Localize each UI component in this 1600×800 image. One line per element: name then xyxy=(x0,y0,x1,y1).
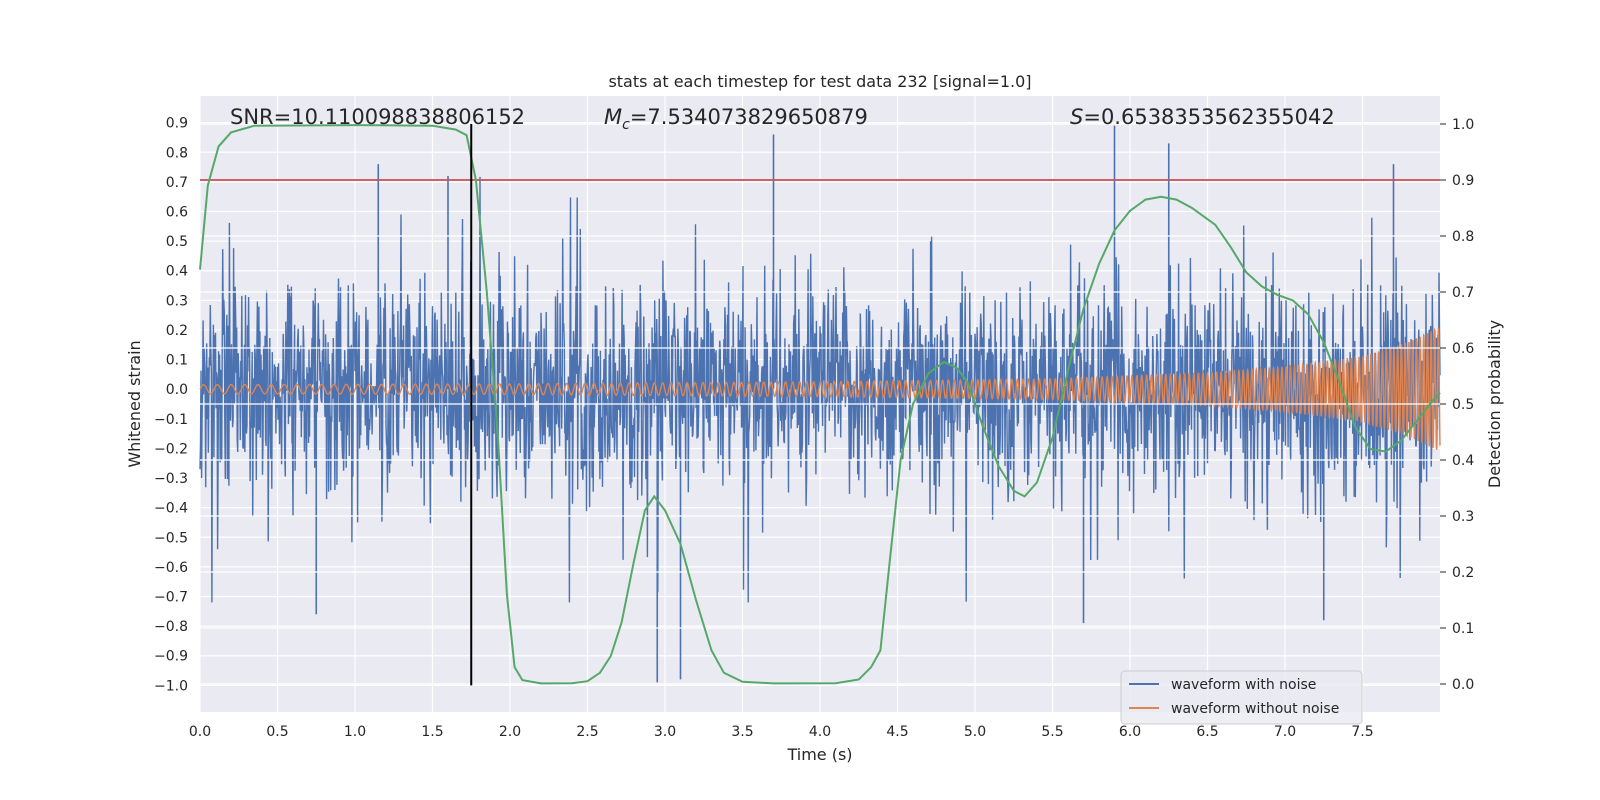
y-left-tick-label: 0.0 xyxy=(166,382,188,398)
score-annotation: S=0.6538353562355042 xyxy=(1070,105,1335,129)
y-left-tick-label: 0.1 xyxy=(166,353,188,369)
y-left-tick-label: −0.3 xyxy=(154,471,188,487)
x-tick-label: 0.0 xyxy=(189,724,211,740)
x-tick-label: 2.0 xyxy=(499,724,521,740)
y-left-tick-label: −0.5 xyxy=(154,530,188,546)
x-tick-label: 6.0 xyxy=(1119,724,1141,740)
x-tick-label: 5.0 xyxy=(964,724,986,740)
y-left-tick-label: −0.1 xyxy=(154,412,188,428)
chirp-mass-annotation: Mc=7.534073829650879 xyxy=(604,105,868,133)
legend-box xyxy=(1120,670,1363,725)
x-tick-label: 7.5 xyxy=(1351,724,1373,740)
x-tick-label: 6.5 xyxy=(1196,724,1218,740)
x-tick-label: 1.5 xyxy=(421,724,443,740)
y-left-tick-label: −0.7 xyxy=(154,590,188,606)
y-left-tick-label: 0.4 xyxy=(166,264,188,280)
y-axis-left-ticks: 0.9 0.8 0.7 0.6 0.5 0.4 0.3 0.2 0.1 0.0 −0.1 −0.2 −0… xyxy=(154,116,188,695)
y-left-tick-label: −0.8 xyxy=(154,619,188,635)
x-tick-label: 0.5 xyxy=(266,724,288,740)
y-left-tick-label: 0.8 xyxy=(166,145,188,161)
y-left-tick-label: −0.6 xyxy=(154,560,188,576)
y-right-tick-label: 0.9 xyxy=(1452,173,1474,189)
series-waveform-without-noise xyxy=(199,327,1441,450)
series-waveform-with-noise xyxy=(199,176,1441,603)
y-axis-left-label: Whitened strain xyxy=(125,340,144,467)
mc-symbol: M xyxy=(604,105,622,129)
y-left-tick-label: 0.3 xyxy=(166,293,188,309)
x-axis-ticks: 0.0 0.5 1.0 1.5 2.0 2.5 3.0 3.5 4.0 4.5 5.0 5.5 6.0 6… xyxy=(189,724,1374,740)
s-symbol: S xyxy=(1070,105,1083,129)
y-right-tick-label: 0.2 xyxy=(1452,565,1474,581)
legend-label-clean: waveform without noise xyxy=(1171,701,1339,717)
y-left-tick-label: 0.5 xyxy=(166,234,188,250)
snr-annotation: SNR=10.110098838806152 xyxy=(230,105,525,129)
y-axis-right-ticks: 1.0 0.9 0.8 0.7 0.6 0.5 0.4 0.3 0.2 0.1 0.0 xyxy=(1440,117,1474,693)
y-left-tick-label: 0.6 xyxy=(166,205,188,221)
y-right-tick-label: 0.0 xyxy=(1452,677,1474,693)
mc-value: =7.534073829650879 xyxy=(630,105,868,129)
y-axis-right-label: Detection probability xyxy=(1485,320,1504,488)
y-left-tick-label: 0.7 xyxy=(166,175,188,191)
x-tick-label: 4.0 xyxy=(809,724,831,740)
x-tick-label: 5.5 xyxy=(1041,724,1063,740)
y-left-tick-label: −0.4 xyxy=(154,501,188,517)
y-left-tick-label: 0.9 xyxy=(166,116,188,132)
y-right-tick-label: 0.5 xyxy=(1452,397,1474,413)
x-tick-label: 7.0 xyxy=(1274,724,1296,740)
x-tick-label: 1.0 xyxy=(344,724,366,740)
legend-label-noise: waveform with noise xyxy=(1171,677,1316,693)
x-axis-label: Time (s) xyxy=(786,745,852,764)
y-right-tick-label: 1.0 xyxy=(1452,117,1474,133)
y-right-tick-label: 0.4 xyxy=(1452,453,1474,469)
x-tick-label: 3.0 xyxy=(654,724,676,740)
y-right-tick-label: 0.3 xyxy=(1452,509,1474,525)
y-left-tick-label: −1.0 xyxy=(154,678,188,694)
y-right-tick-label: 0.6 xyxy=(1452,341,1474,357)
y-right-tick-label: 0.1 xyxy=(1452,621,1474,637)
x-tick-label: 3.5 xyxy=(731,724,753,740)
s-value: =0.6538353562355042 xyxy=(1083,105,1334,129)
noise-spikes xyxy=(315,125,1395,683)
y-right-tick-label: 0.8 xyxy=(1452,229,1474,245)
x-tick-label: 4.5 xyxy=(886,724,908,740)
chart-title: stats at each timestep for test data 232… xyxy=(608,72,1031,91)
y-left-tick-label: 0.2 xyxy=(166,323,188,339)
mc-subscript: c xyxy=(622,117,630,133)
x-tick-label: 2.5 xyxy=(576,724,598,740)
legend: waveform with noise waveform without noi… xyxy=(1120,670,1363,725)
series-detection-probability xyxy=(199,124,1441,685)
y-left-tick-label: −0.2 xyxy=(154,441,188,457)
y-left-tick-label: −0.9 xyxy=(154,649,188,665)
plot-area xyxy=(199,96,1441,712)
y-right-tick-label: 0.7 xyxy=(1452,285,1474,301)
